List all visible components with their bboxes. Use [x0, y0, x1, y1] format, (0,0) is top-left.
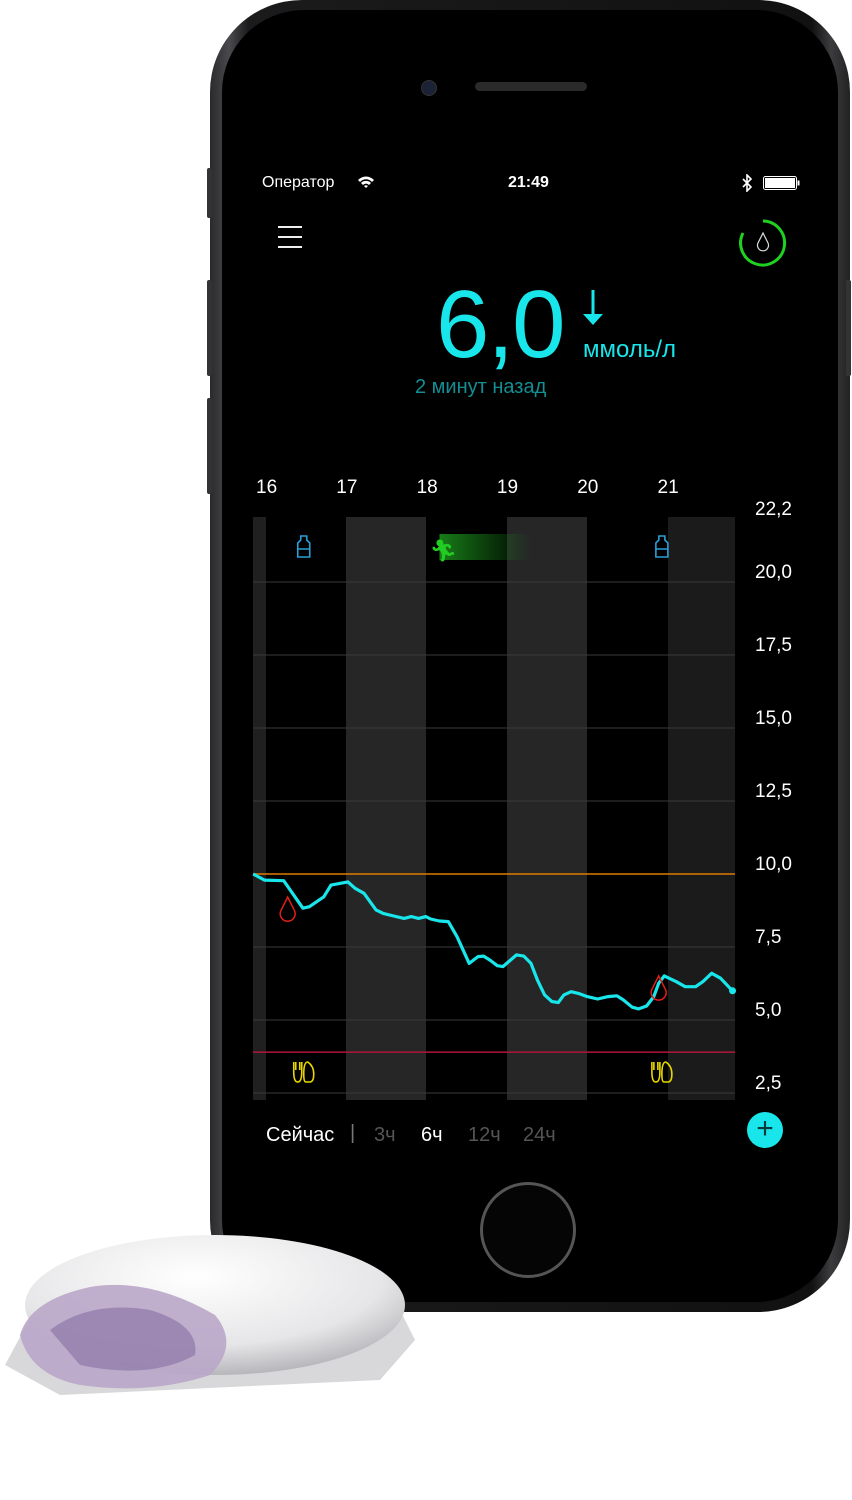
y-tick-label: 17,5 [755, 635, 792, 656]
blood-drop-ring-icon[interactable] [738, 218, 788, 268]
hour-band [253, 517, 266, 1100]
home-button[interactable] [480, 1182, 576, 1278]
fork-knife-icon [651, 1061, 673, 1083]
volume-down-button [207, 398, 212, 494]
x-tick-label: 19 [496, 477, 519, 498]
y-tick-label: 22,2 [755, 499, 792, 520]
glucose-unit: ммоль/л [583, 336, 676, 363]
blood-drop-icon [650, 974, 667, 1001]
y-tick-label: 5,0 [755, 1000, 782, 1021]
insulin-vial-icon [655, 535, 669, 558]
range-3h[interactable]: 3ч [374, 1124, 396, 1146]
x-tick-label: 18 [416, 477, 438, 498]
reading-age: 2 минут назад [415, 376, 547, 398]
clock: 21:49 [508, 174, 549, 191]
glucose-value: 6,0 [436, 271, 565, 378]
hamburger-menu-icon[interactable] [278, 226, 302, 256]
mute-switch [207, 168, 212, 218]
x-tick-label: 21 [657, 477, 679, 498]
carrier-label: Оператор [262, 174, 335, 191]
earpiece-speaker [475, 82, 587, 91]
volume-up-button [207, 280, 212, 376]
glucose-line [252, 872, 734, 1011]
plot-background [253, 517, 735, 1100]
trend-down-arrow-icon [583, 290, 603, 325]
blood-drop-icon [279, 895, 296, 922]
range-6h[interactable]: 6ч [421, 1124, 443, 1146]
y-tick-label: 12,5 [755, 781, 792, 802]
range-12h[interactable]: 12ч [468, 1124, 501, 1146]
y-tick-label: 2,5 [755, 1073, 782, 1094]
bluetooth-icon [742, 174, 753, 192]
range-divider: | [350, 1122, 356, 1144]
add-event-button[interactable]: + [747, 1112, 783, 1148]
range-24h[interactable]: 24ч [523, 1124, 556, 1146]
hour-band [668, 517, 735, 1100]
power-button [846, 280, 851, 376]
fork-knife-icon [292, 1061, 315, 1083]
x-tick-label: 16 [256, 477, 278, 498]
insulin-vial-icon [296, 535, 311, 558]
front-camera [421, 80, 437, 96]
x-tick-label: 17 [336, 477, 358, 498]
running-icon: 🏃︎ [429, 539, 457, 564]
latest-reading-dot [729, 987, 737, 995]
exercise-duration-bar [439, 534, 531, 560]
y-tick-label: 7,5 [755, 927, 782, 948]
x-tick-label: 20 [577, 477, 599, 498]
wifi-icon [358, 176, 374, 188]
hour-band [507, 517, 587, 1100]
y-tick-label: 15,0 [755, 708, 792, 729]
battery-icon [763, 176, 800, 190]
glucose-sensor-device [5, 1235, 415, 1395]
y-tick-label: 20,0 [755, 562, 792, 583]
hour-band [346, 517, 426, 1100]
y-tick-label: 10,0 [755, 854, 792, 875]
now-button[interactable]: Сейчас [266, 1124, 335, 1146]
